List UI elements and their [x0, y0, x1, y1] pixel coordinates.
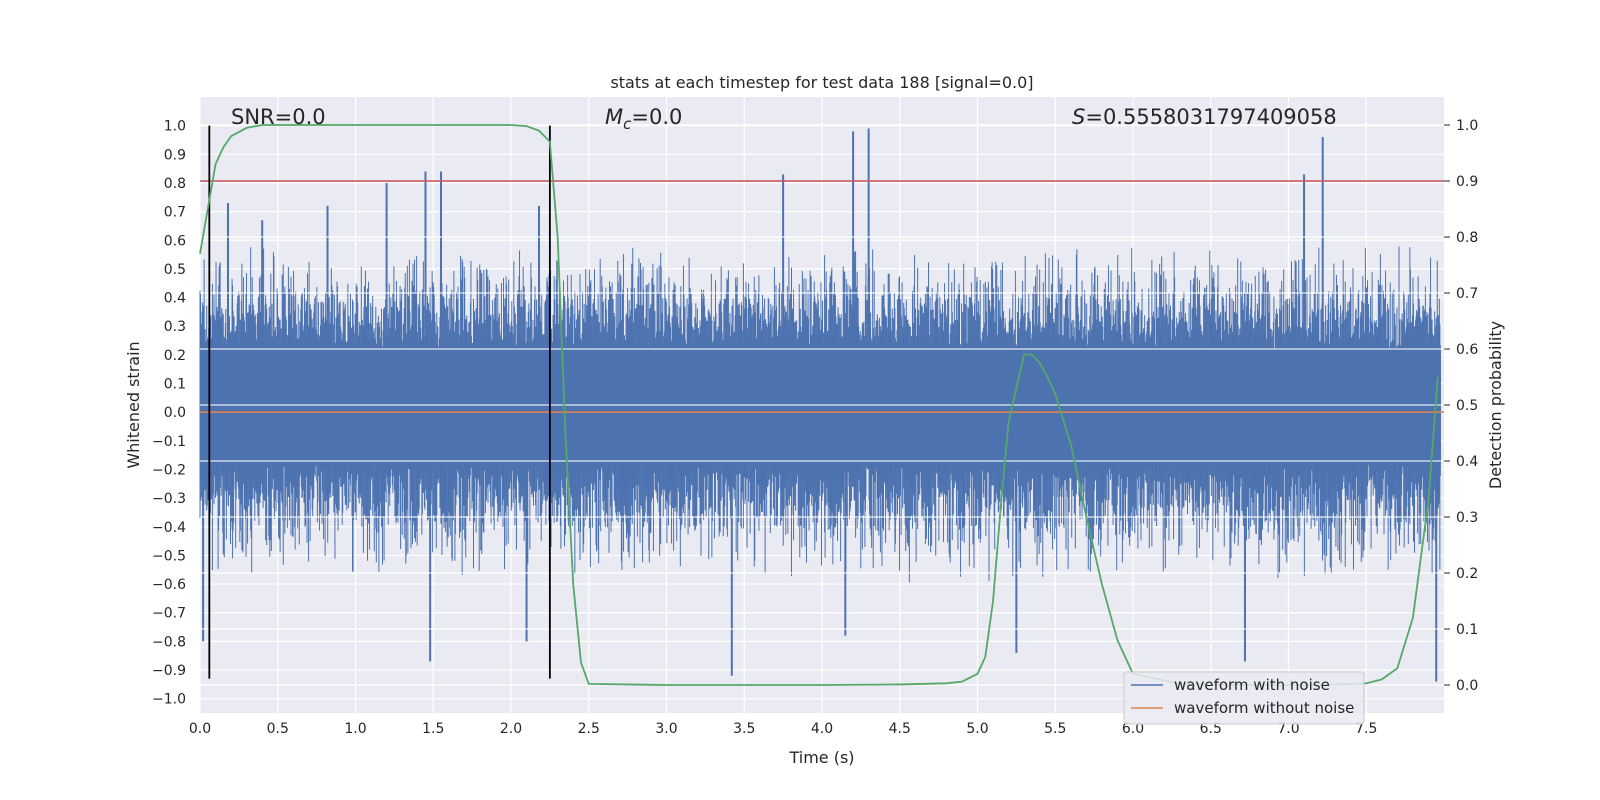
- x-tick-label: 1.0: [344, 721, 366, 737]
- x-tick-label: 0.0: [189, 721, 211, 737]
- noise-waveform: [199, 124, 1444, 686]
- x-axis-label: Time (s): [788, 748, 854, 767]
- y-tick-label-left: 0.4: [164, 291, 186, 307]
- y-tick-label-left: 1.0: [164, 119, 186, 135]
- y-tick-label-left: 0.9: [164, 147, 186, 163]
- y-tick-label-right: 0.9: [1456, 174, 1478, 190]
- y-tick-label-right: 0.2: [1456, 566, 1478, 582]
- y-axis-label-left: Whitened strain: [124, 341, 143, 468]
- y-tick-label-left: −0.7: [152, 606, 186, 622]
- y-tick-label-left: −0.6: [152, 577, 186, 593]
- y-tick-label-left: −0.3: [152, 491, 186, 507]
- y-tick-label-right: 0.8: [1456, 230, 1478, 246]
- x-tick-label: 5.5: [1044, 721, 1066, 737]
- score-symbol: S: [1072, 105, 1085, 129]
- x-tick-label: 4.0: [811, 721, 833, 737]
- x-tick-label: 0.5: [267, 721, 289, 737]
- y-tick-label-left: 0.1: [164, 377, 186, 393]
- chirp-mass-symbol: M: [605, 105, 623, 129]
- x-tick-label: 3.5: [733, 721, 755, 737]
- y-tick-label-left: 0.2: [164, 348, 186, 364]
- y-tick-label-right: 1.0: [1456, 118, 1478, 134]
- y-tick-label-left: −1.0: [152, 692, 186, 708]
- legend-label-without-noise: waveform without noise: [1174, 699, 1354, 717]
- y-tick-label-left: −0.4: [152, 520, 186, 536]
- score-annotation: S=0.5558031797409058: [1072, 105, 1337, 129]
- y-tick-label-left: 0.0: [164, 405, 186, 421]
- y-tick-label-right: 0.0: [1456, 678, 1478, 694]
- chirp-mass-annotation: Mc=0.0: [605, 105, 682, 133]
- y-tick-label-left: −0.2: [152, 462, 186, 478]
- legend: waveform with noise waveform without noi…: [1123, 671, 1365, 725]
- ticks: 0.0 0.5 1.0 1.5 2.0 2.5 3.0 3.5 4.0 4.5 5.0 5.5 6.0 6…: [152, 118, 1478, 737]
- y-axis-label-right: Detection probability: [1486, 321, 1505, 489]
- y-tick-label-right: 0.3: [1456, 510, 1478, 526]
- x-tick-label: 6.0: [1122, 721, 1144, 737]
- y-tick-label-left: −0.5: [152, 548, 186, 564]
- y-tick-label-right: 0.1: [1456, 622, 1478, 638]
- chirp-mass-value: =0.0: [631, 105, 682, 129]
- x-tick-label: 7.5: [1355, 721, 1377, 737]
- y-tick-label-left: −0.1: [152, 434, 186, 450]
- x-tick-label: 5.0: [966, 721, 988, 737]
- y-tick-label-left: −0.9: [152, 663, 186, 679]
- legend-box: [1123, 671, 1365, 725]
- chart-title: stats at each timestep for test data 188…: [610, 73, 1033, 92]
- chirp-mass-subscript: c: [623, 115, 632, 133]
- x-tick-label: 7.0: [1277, 721, 1299, 737]
- y-tick-label-left: 0.3: [164, 319, 186, 335]
- y-tick-label-left: 0.5: [164, 262, 186, 278]
- x-tick-label: 3.0: [655, 721, 677, 737]
- y-tick-label-right: 0.6: [1456, 342, 1478, 358]
- x-tick-label: 2.5: [578, 721, 600, 737]
- y-tick-label-left: 0.7: [164, 205, 186, 221]
- y-tick-label-left: 0.6: [164, 233, 186, 249]
- y-tick-label-right: 0.4: [1456, 454, 1478, 470]
- x-tick-label: 1.5: [422, 721, 444, 737]
- snr-annotation: SNR=0.0: [231, 105, 326, 129]
- y-tick-label-left: 0.8: [164, 176, 186, 192]
- x-tick-label: 4.5: [889, 721, 911, 737]
- x-tick-label: 6.5: [1200, 721, 1222, 737]
- legend-label-with-noise: waveform with noise: [1174, 676, 1330, 694]
- y-tick-label-left: −0.8: [152, 634, 186, 650]
- y-tick-label-right: 0.7: [1456, 286, 1478, 302]
- score-value: =0.5558031797409058: [1085, 105, 1336, 129]
- x-tick-label: 2.0: [500, 721, 522, 737]
- y-tick-label-right: 0.5: [1456, 398, 1478, 414]
